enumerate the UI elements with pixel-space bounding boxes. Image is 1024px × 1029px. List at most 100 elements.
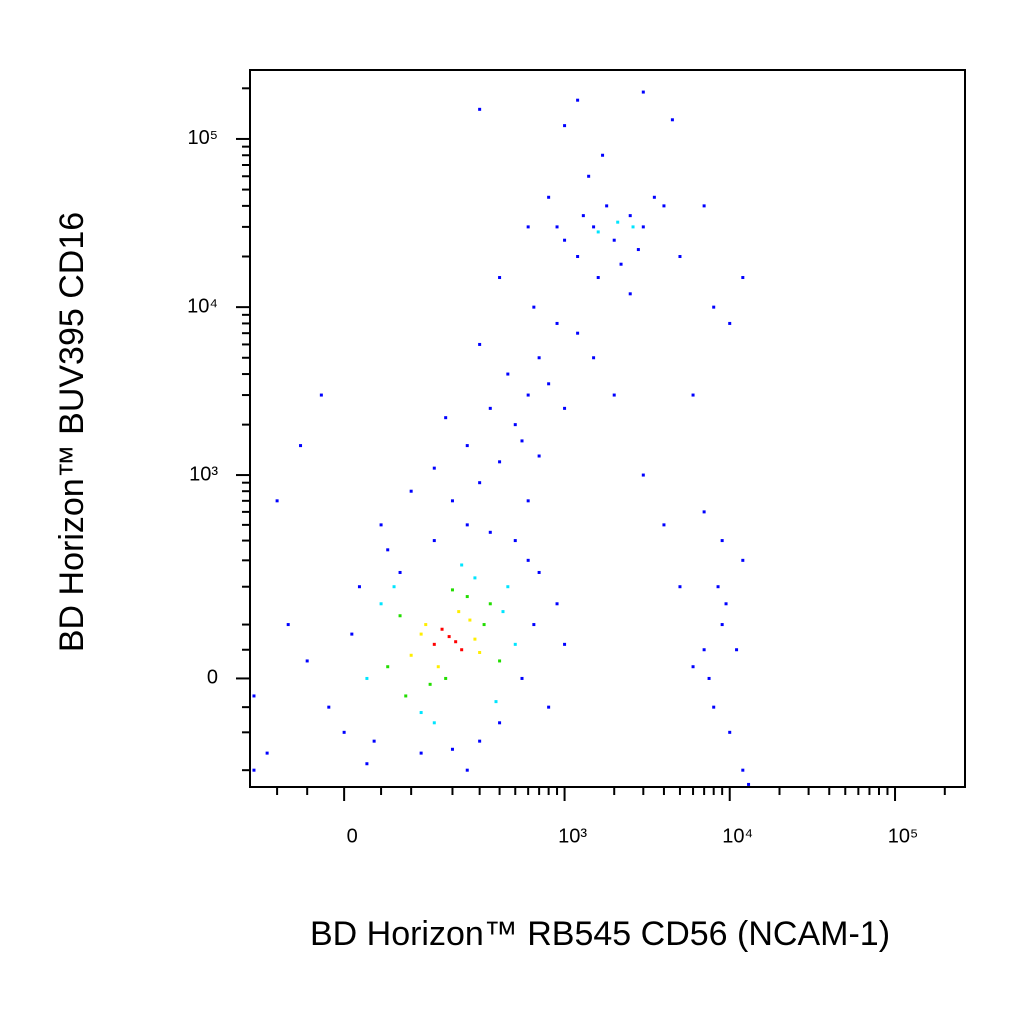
scatter-point	[616, 220, 620, 224]
scatter-point	[498, 659, 502, 663]
scatter-point	[444, 676, 448, 680]
scatter-point	[576, 255, 580, 259]
scatter-point	[678, 585, 682, 589]
scatter-point	[428, 682, 432, 686]
scatter-point	[365, 762, 369, 766]
scatter-point	[350, 632, 354, 636]
scatter-point	[444, 416, 448, 420]
scatter-point	[392, 585, 396, 589]
scatter-point	[662, 523, 666, 527]
y-tick-label: 10³	[189, 463, 218, 485]
scatter-point	[478, 650, 482, 654]
scatter-point	[488, 602, 492, 606]
scatter-point	[555, 225, 559, 229]
scatter-point	[612, 238, 616, 242]
scatter-point	[409, 489, 413, 493]
scatter-point	[460, 648, 464, 652]
scatter-point	[555, 602, 559, 606]
scatter-point	[450, 499, 454, 503]
scatter-point	[419, 711, 423, 715]
scatter-point	[501, 610, 505, 614]
scatter-point	[724, 602, 728, 606]
x-tick-label: 0	[347, 825, 358, 847]
scatter-point	[520, 439, 524, 443]
scatter-point	[592, 356, 596, 360]
scatter-point	[365, 676, 369, 680]
scatter-point	[537, 570, 541, 574]
scatter-point	[526, 499, 530, 503]
scatter-point	[342, 730, 346, 734]
scatter-point	[488, 530, 492, 534]
scatter-point	[702, 204, 706, 208]
plot-frame	[249, 69, 966, 788]
scatter-point	[641, 225, 645, 229]
scatter-point	[612, 393, 616, 397]
scatter-point	[537, 454, 541, 458]
scatter-point	[547, 705, 551, 709]
y-axis-title: BD Horizon™ BUV395 CD16	[53, 212, 91, 652]
scatter-point	[506, 585, 510, 589]
scatter-point	[488, 406, 492, 410]
scatter-point	[716, 585, 720, 589]
scatter-point	[581, 214, 585, 218]
scatter-point	[601, 153, 605, 157]
scatter-point	[494, 700, 498, 704]
scatter-point	[532, 305, 536, 309]
scatter-point	[628, 214, 632, 218]
scatter-point	[747, 782, 751, 786]
y-tick-label: 10⁴	[187, 295, 218, 317]
scatter-point	[555, 321, 559, 325]
scatter-point	[670, 118, 674, 122]
scatter-point	[728, 321, 732, 325]
scatter-point	[691, 665, 695, 669]
scatter-point	[513, 423, 517, 427]
scatter-point	[526, 225, 530, 229]
scatter-point	[436, 665, 440, 669]
scatter-point	[678, 255, 682, 259]
scatter-point	[691, 393, 695, 397]
scatter-point	[712, 705, 716, 709]
scatter-point	[636, 248, 640, 252]
scatter-point	[702, 648, 706, 652]
scatter-point	[465, 595, 469, 599]
x-tick-label: 10⁴	[722, 825, 753, 847]
scatter-point	[457, 610, 461, 614]
scatter-point	[252, 694, 256, 698]
scatter-point	[473, 637, 477, 641]
scatter-point	[662, 204, 666, 208]
scatter-point	[513, 642, 517, 646]
scatter-point	[432, 642, 436, 646]
scatter-point	[741, 276, 745, 280]
scatter-point	[386, 665, 390, 669]
scatter-point	[478, 107, 482, 111]
scatter-point	[592, 225, 596, 229]
scatter-point	[482, 623, 486, 627]
scatter-point	[498, 721, 502, 725]
scatter-point	[652, 195, 656, 199]
scatter-point	[299, 444, 303, 448]
scatter-point	[641, 473, 645, 477]
scatter-point	[372, 739, 376, 743]
scatter-point	[465, 444, 469, 448]
x-axis-title: BD Horizon™ RB545 CD56 (NCAM-1)	[310, 915, 890, 953]
scatter-point	[720, 623, 724, 627]
scatter-point	[478, 481, 482, 485]
scatter-point	[478, 739, 482, 743]
scatter-point	[520, 676, 524, 680]
scatter-point	[741, 558, 745, 562]
scatter-point	[432, 466, 436, 470]
scatter-point	[432, 539, 436, 543]
scatter-point	[707, 676, 711, 680]
scatter-point	[741, 768, 745, 772]
scatter-point	[379, 602, 383, 606]
scatter-point	[386, 548, 390, 552]
scatter-point	[450, 588, 454, 592]
x-tick-label: 10³	[558, 825, 587, 847]
scatter-point	[547, 195, 551, 199]
scatter-point	[702, 510, 706, 514]
scatter-point	[409, 653, 413, 657]
scatter-point	[424, 623, 428, 627]
scatter-point	[473, 576, 477, 580]
scatter-point	[327, 705, 331, 709]
